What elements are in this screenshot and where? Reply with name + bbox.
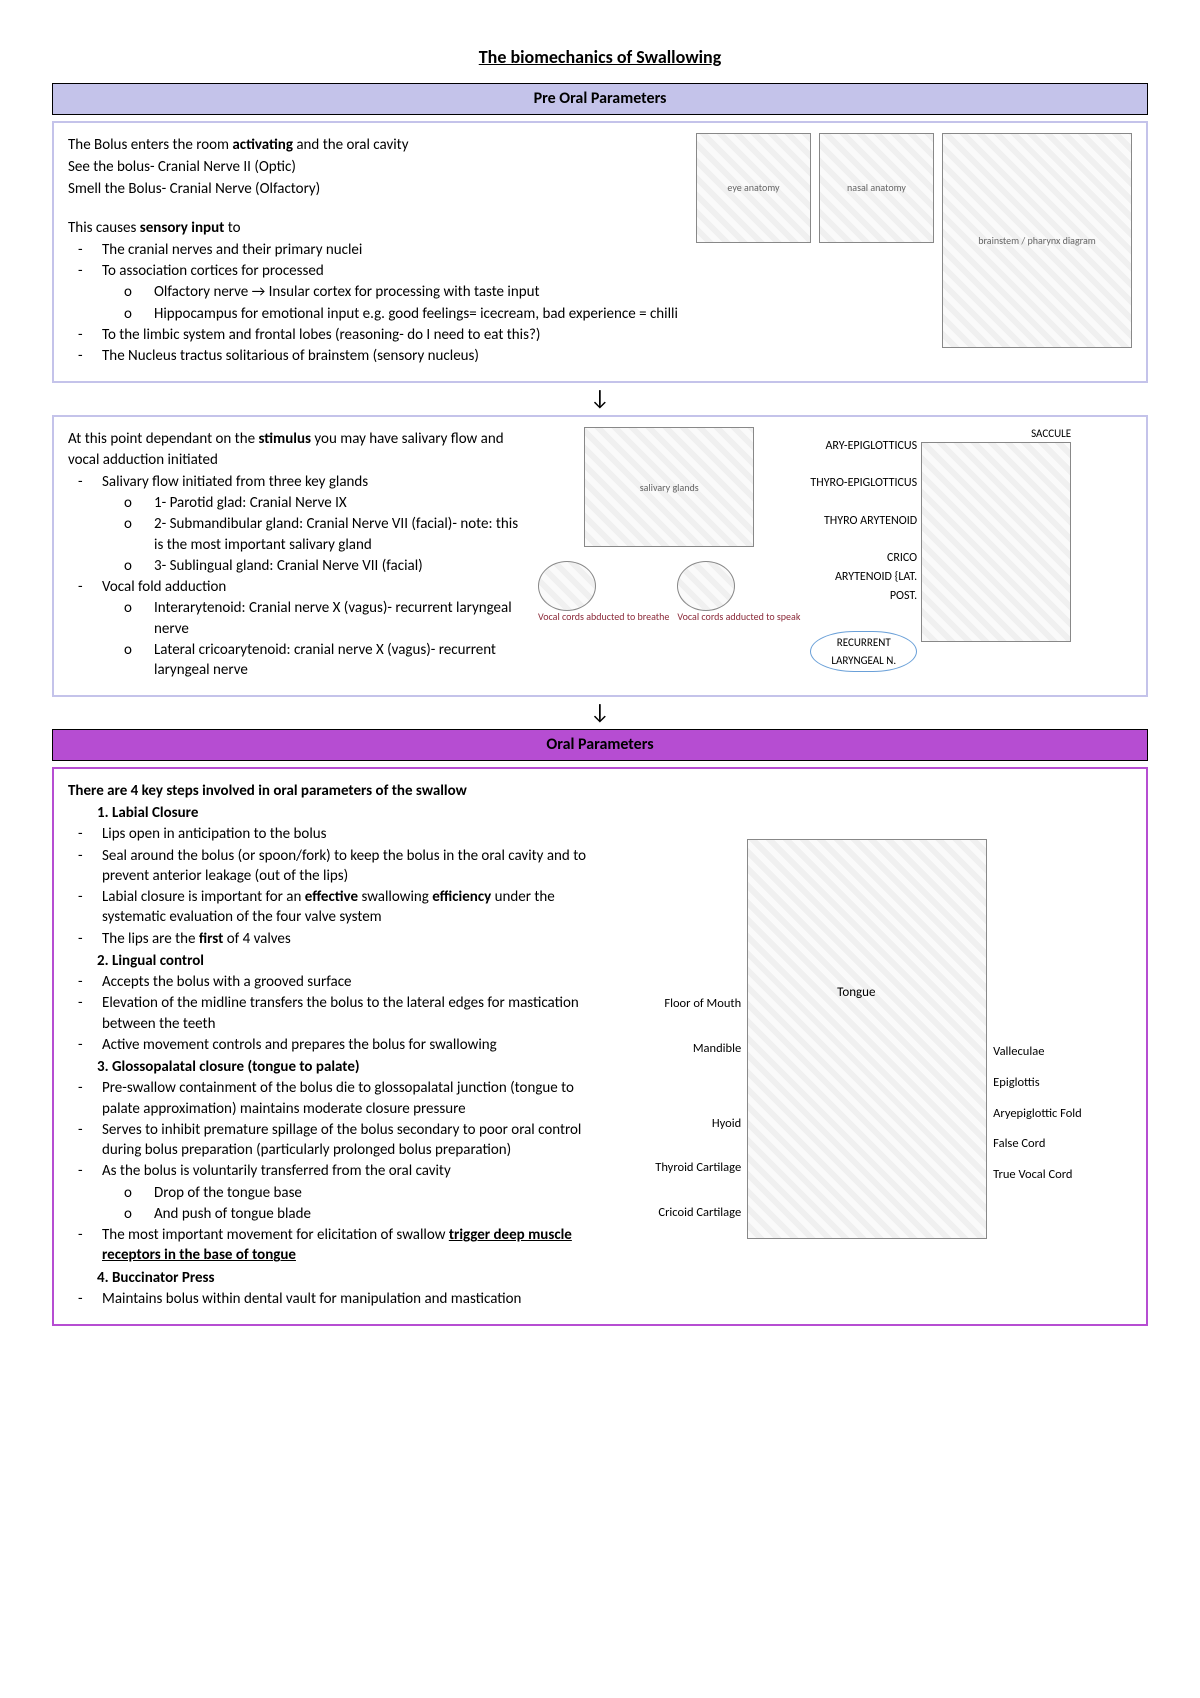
- label: Hyoid: [655, 1116, 741, 1133]
- bullet: The cranial nerves and their primary nuc…: [102, 240, 686, 260]
- preoral-box-2: At this point dependant on the stimulus …: [52, 415, 1148, 697]
- bullet: The most important movement for elicitat…: [102, 1225, 595, 1266]
- larynx-labels: ARY-EPIGLOTTICUS THYRO-EPIGLOTTICUS THYR…: [810, 427, 917, 681]
- eye-diagram-icon: eye anatomy: [696, 133, 811, 243]
- bullet: Pre-swallow containment of the bolus die…: [102, 1078, 595, 1119]
- label: THYRO ARYTENOID: [810, 512, 917, 531]
- sub-bullet: Interarytenoid: Cranial nerve X (vagus)-…: [154, 598, 528, 639]
- para: This causes sensory input to: [68, 218, 686, 238]
- sagittal-right-labels: Valleculae Epiglottis Aryepiglottic Fold…: [993, 1044, 1082, 1184]
- text-bold: stimulus: [258, 430, 311, 448]
- tongue-label: Tongue: [837, 984, 875, 1002]
- sagittal-left-labels: Floor of Mouth Mandible Hyoid Thyroid Ca…: [655, 996, 741, 1222]
- saccule-label: SACCULE: [921, 427, 1071, 442]
- arrow-down-icon: ↓: [52, 701, 1148, 723]
- oral-text: There are 4 key steps involved in oral p…: [68, 779, 595, 1310]
- bullet: Maintains bolus within dental vault for …: [102, 1289, 595, 1309]
- vocal-cords-adducted-icon: Vocal cords adducted to speak: [677, 561, 800, 622]
- larynx-figure: ARY-EPIGLOTTICUS THYRO-EPIGLOTTICUS THYR…: [810, 427, 1071, 681]
- glands-images: salivary glands Vocal cords abducted to …: [538, 427, 800, 681]
- preoral-box-2-text: At this point dependant on the stimulus …: [68, 427, 528, 681]
- para: See the bolus- Cranial Nerve II (Optic): [68, 157, 686, 177]
- larynx-diagram-icon: [921, 442, 1071, 642]
- para: At this point dependant on the stimulus …: [68, 429, 528, 470]
- label: Cricoid Cartilage: [655, 1205, 741, 1222]
- sub-bullet: 3- Sublingual gland: Cranial Nerve VII (…: [154, 556, 528, 576]
- text: At this point dependant on the: [68, 430, 258, 448]
- sub-bullet: And push of tongue blade: [154, 1204, 595, 1224]
- label: False Cord: [993, 1136, 1082, 1153]
- sub-bullet: 2- Submandibular gland: Cranial Nerve VI…: [154, 514, 528, 555]
- preoral-box-1: The Bolus enters the room activating and…: [52, 121, 1148, 384]
- brainstem-diagram-icon: brainstem / pharynx diagram: [942, 133, 1132, 348]
- sub-bullet: Drop of the tongue base: [154, 1183, 595, 1203]
- sub-bullet: Olfactory nerve → Insular cortex for pro…: [154, 282, 686, 302]
- nasal-diagram-icon: nasal anatomy: [819, 133, 934, 243]
- section-header-preoral: Pre Oral Parameters: [52, 83, 1148, 115]
- para: The Bolus enters the room activating and…: [68, 135, 686, 155]
- numbered-list: Labial Closure: [68, 803, 595, 823]
- bullet: Lips open in anticipation to the bolus: [102, 824, 595, 844]
- bullet: Serves to inhibit premature spillage of …: [102, 1120, 595, 1161]
- label: Epiglottis: [993, 1075, 1082, 1092]
- bullet: Vocal fold adduction Interarytenoid: Cra…: [102, 577, 528, 680]
- para: Smell the Bolus- Cranial Nerve (Olfactor…: [68, 179, 686, 199]
- sagittal-diagram-icon: [747, 839, 987, 1239]
- sub-bullet: Lateral cricoarytenoid: cranial nerve X …: [154, 640, 528, 681]
- bullet: To the limbic system and frontal lobes (…: [102, 325, 686, 345]
- sub-bullet: Hippocampus for emotional input e.g. goo…: [154, 304, 686, 324]
- text: The Bolus enters the room: [68, 136, 232, 154]
- text-bold: activating: [232, 136, 293, 154]
- bullet: To association cortices for processed Ol…: [102, 261, 686, 324]
- arrow-down-icon: ↓: [52, 387, 1148, 409]
- label: True Vocal Cord: [993, 1167, 1082, 1184]
- oral-box: There are 4 key steps involved in oral p…: [52, 767, 1148, 1326]
- label: CRICO ARYTENOID {LAT.POST.: [810, 549, 917, 607]
- label: Floor of Mouth: [655, 996, 741, 1013]
- label: THYRO-EPIGLOTTICUS: [810, 474, 917, 493]
- vocal-cords-abducted-icon: Vocal cords abducted to breathe: [538, 561, 669, 622]
- sagittal-figure: Floor of Mouth Mandible Hyoid Thyroid Ca…: [605, 779, 1132, 1310]
- section-header-oral: Oral Parameters: [52, 729, 1148, 761]
- sub-bullet: 1- Parotid glad: Cranial Nerve IX: [154, 493, 528, 513]
- label: Aryepiglottic Fold: [993, 1106, 1082, 1123]
- step-3-title: Glossopalatal closure (tongue to palate): [112, 1057, 595, 1077]
- preoral-box-1-images: eye anatomy nasal anatomy brainstem / ph…: [696, 133, 1132, 368]
- bullet-list: The cranial nerves and their primary nuc…: [68, 240, 686, 367]
- label: Mandible: [655, 1041, 741, 1058]
- bullet: Accepts the bolus with a grooved surface: [102, 972, 595, 992]
- preoral-box-1-text: The Bolus enters the room activating and…: [68, 133, 686, 368]
- label: Valleculae: [993, 1044, 1082, 1061]
- bullet: The lips are the first of 4 valves: [102, 929, 595, 949]
- text: and the oral cavity: [293, 136, 409, 154]
- page-title: The biomechanics of Swallowing: [52, 45, 1148, 69]
- step-4-title: Buccinator Press: [112, 1268, 595, 1288]
- bullet: As the bolus is voluntarily transferred …: [102, 1161, 595, 1224]
- salivary-glands-diagram-icon: salivary glands: [584, 427, 754, 547]
- bullet: Elevation of the midline transfers the b…: [102, 993, 595, 1034]
- label: ARY-EPIGLOTTICUS: [810, 437, 917, 456]
- bullet-list: Salivary flow initiated from three key g…: [68, 472, 528, 681]
- bullet: The Nucleus tractus solitarious of brain…: [102, 346, 686, 366]
- bullet: Active movement controls and prepares th…: [102, 1035, 595, 1055]
- step-2-title: Lingual control: [112, 951, 595, 971]
- bullet: Labial closure is important for an effec…: [102, 887, 595, 928]
- bullet: Seal around the bolus (or spoon/fork) to…: [102, 846, 595, 887]
- bullet: Salivary flow initiated from three key g…: [102, 472, 528, 576]
- step-1-title: Labial Closure: [112, 803, 595, 823]
- intro-line: There are 4 key steps involved in oral p…: [68, 781, 595, 801]
- label: Thyroid Cartilage: [655, 1160, 741, 1177]
- recurrent-laryngeal-callout: RECURRENTLARYNGEAL N.: [810, 631, 917, 672]
